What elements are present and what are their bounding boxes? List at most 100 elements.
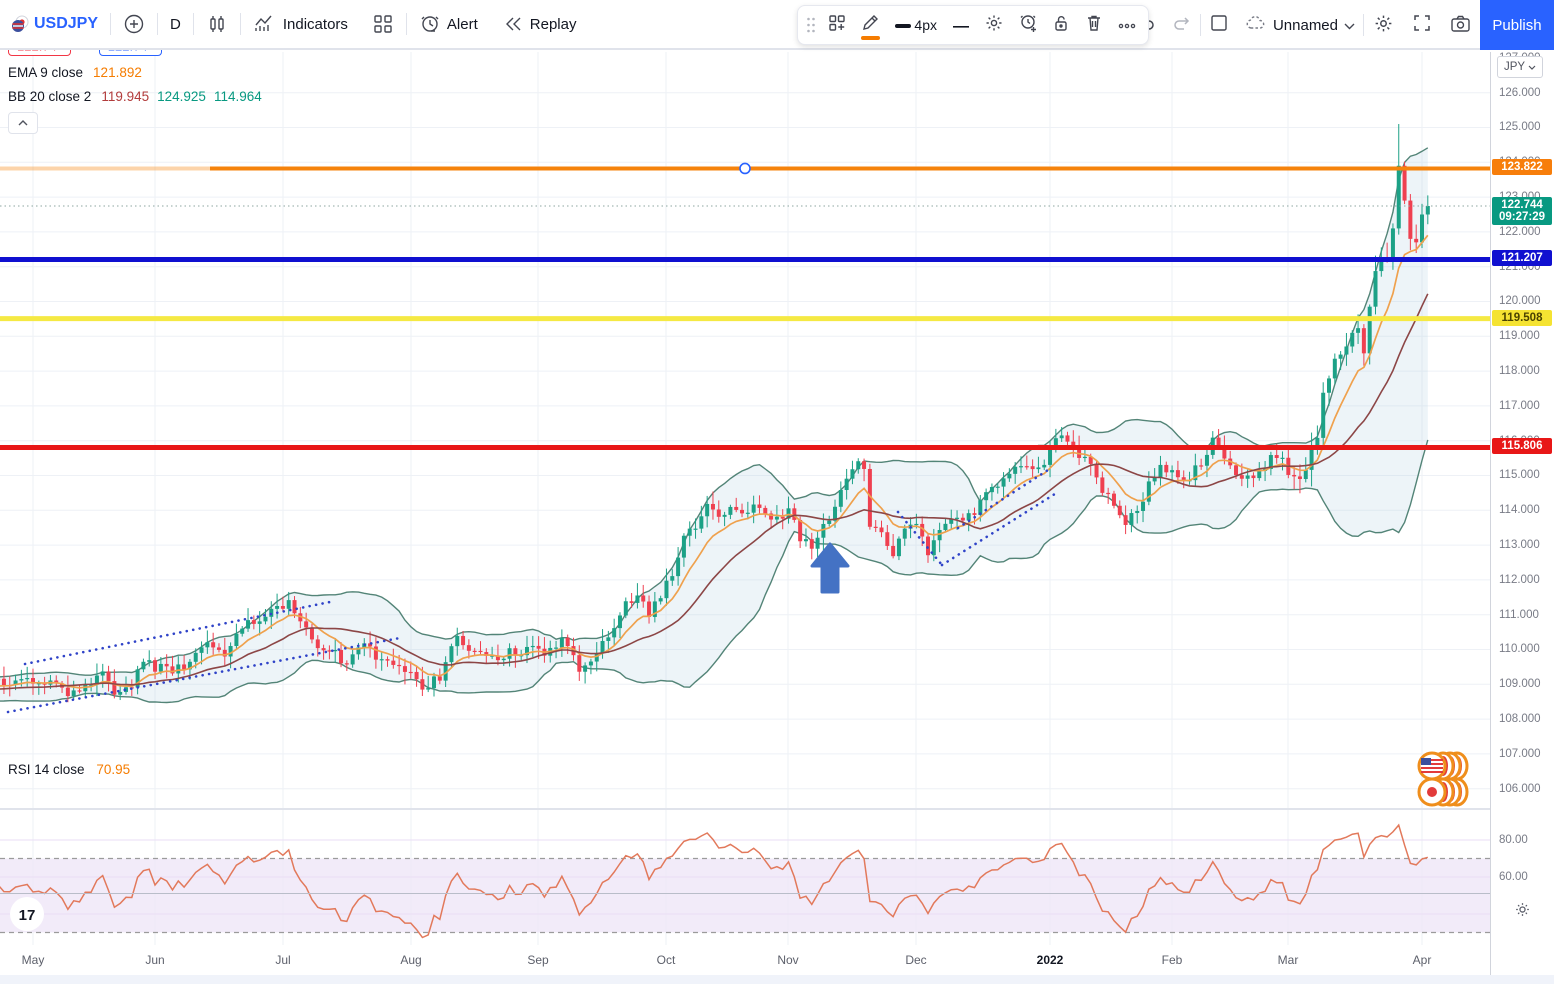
price-tick: 112.000 [1499, 573, 1540, 586]
more-options-button[interactable] [1111, 9, 1144, 41]
price-tick: 115.000 [1499, 469, 1540, 482]
bb-lower-value: 114.964 [213, 89, 262, 105]
currency-label: JPY [1503, 61, 1526, 73]
ema-legend-row[interactable]: EMA 9 close 121.892 [8, 65, 757, 80]
toolbar-separator [110, 13, 112, 35]
level-line-handle[interactable] [739, 162, 751, 175]
ema-line [0, 234, 1429, 689]
layout-select-button[interactable] [1201, 8, 1237, 42]
current-price-label[interactable]: 122.744 09:27:29 [1492, 197, 1552, 225]
symbol-flag-icon [10, 14, 30, 34]
fullscreen-button[interactable] [1403, 8, 1441, 42]
pane-divider[interactable] [0, 808, 1490, 810]
indicators-label: Indicators [282, 15, 348, 33]
time-axis-label: Oct [656, 953, 676, 967]
chevron-down-icon [1344, 17, 1355, 34]
level-price-label[interactable]: 115.806 [1492, 438, 1552, 455]
up-arrow-drawing[interactable] [810, 542, 850, 594]
chevron-up-icon [18, 120, 28, 126]
drag-handle[interactable] [802, 9, 820, 41]
bb-legend-row[interactable]: BB 20 close 2 119.945 124.925 114.964 [8, 89, 757, 104]
add-template-button[interactable] [820, 9, 853, 41]
symbol-add-button[interactable] [111, 7, 157, 41]
delete-button[interactable] [1077, 9, 1110, 41]
price-tick: 108.000 [1499, 713, 1541, 726]
interval-button[interactable]: D [158, 7, 193, 41]
line-width-label: 4px [914, 17, 937, 33]
alert-button[interactable]: Alert [407, 7, 490, 41]
ema-label: EMA 9 close [8, 65, 84, 81]
toolbar-separator [157, 13, 159, 35]
publish-button[interactable]: Publish [1480, 0, 1554, 50]
symbol-label: USDJPY [34, 15, 99, 32]
thin-line-icon [952, 16, 970, 34]
symbol-button[interactable]: USDJPY [30, 7, 110, 41]
rsi-pane[interactable]: 17 [0, 810, 1490, 945]
lock-button[interactable] [1044, 9, 1077, 41]
svg-text:17: 17 [19, 907, 36, 924]
top-toolbar: USDJPY D Indi [0, 0, 1554, 50]
price-axis[interactable]: JPY 127.000126.000125.000124.000123.0001… [1490, 52, 1554, 975]
level-price-label[interactable]: 123.822 [1492, 159, 1552, 176]
replay-button[interactable]: Replay [490, 7, 589, 41]
fullscreen-icon [1412, 13, 1432, 37]
redo-button[interactable] [1164, 8, 1200, 42]
currency-toggle-button[interactable]: JPY [1497, 56, 1543, 78]
chart-settings-button[interactable] [1364, 8, 1403, 42]
bb-basis-value: 119.945 [101, 89, 150, 105]
price-tick: 122.000 [1499, 225, 1541, 238]
coins-sticker[interactable] [1417, 751, 1469, 807]
bb-label: BB 20 close 2 [8, 89, 92, 105]
time-axis-label: Jun [145, 953, 165, 967]
price-tick: 110.000 [1499, 643, 1540, 656]
add-alert-button[interactable] [1011, 9, 1044, 41]
level-price-label[interactable]: 121.207 [1492, 250, 1552, 267]
toolbar-separator [405, 13, 407, 35]
price-tick: 120.000 [1499, 295, 1541, 308]
trash-icon [1085, 13, 1103, 38]
plus-circle-icon [123, 13, 145, 35]
toolbar-separator [239, 13, 241, 35]
layout-name-label: Unnamed [1272, 16, 1338, 34]
rsi-legend-row[interactable]: RSI 14 close 70.95 [8, 762, 130, 777]
time-axis[interactable]: May Jun Jul Aug Sep Oct Nov Dec 2022 Feb Mar Apr [0, 946, 1490, 976]
chevron-down-icon [1528, 65, 1536, 70]
gear-icon [1373, 13, 1394, 38]
publish-label: Publish [1492, 16, 1542, 34]
ema-value: 121.892 [93, 65, 142, 81]
draw-tool-button[interactable] [854, 9, 887, 41]
templates-button[interactable] [360, 7, 406, 41]
time-axis-label: Apr [1412, 953, 1432, 967]
snapshot-button[interactable] [1441, 8, 1480, 42]
time-axis-label: Feb [1161, 953, 1183, 967]
line-style-button[interactable] [944, 9, 977, 41]
main-price-pane[interactable] [0, 52, 1490, 808]
line-width-button[interactable]: 4px [887, 9, 944, 41]
redo-icon [1172, 14, 1192, 36]
time-axis-settings-button[interactable] [1491, 894, 1554, 924]
chart-style-button[interactable] [194, 7, 240, 41]
rsi-label: RSI 14 close [8, 762, 85, 777]
bb-fill [0, 147, 1428, 703]
indicators-icon [253, 13, 277, 35]
tradingview-logo [10, 897, 44, 931]
time-axis-label: Mar [1277, 953, 1299, 967]
rsi-value: 70.95 [96, 762, 131, 777]
trendline-drawings[interactable] [6, 468, 1060, 714]
indicators-button[interactable]: Indicators [241, 7, 360, 41]
replay-label: Replay [529, 15, 577, 33]
toolbar-separator [1363, 14, 1364, 36]
price-tick: 125.000 [1499, 121, 1541, 134]
gear-icon [1516, 902, 1529, 916]
bottom-strip [0, 975, 1554, 984]
candlestick-icon [206, 13, 228, 35]
drawing-settings-button[interactable] [978, 9, 1011, 41]
price-tick: 113.000 [1499, 539, 1540, 552]
cloud-icon [1245, 14, 1267, 36]
price-tick: 114.000 [1499, 504, 1540, 517]
level-price-label[interactable]: 119.508 [1492, 309, 1552, 326]
layout-name-button[interactable]: Unnamed [1237, 14, 1363, 36]
time-axis-border [0, 893, 1554, 894]
chart-region[interactable]: 17 May Jun Jul Aug Sep Oct Nov Dec 2022 Feb Mar Apr [0, 52, 1490, 976]
legend-collapse-button[interactable] [8, 112, 38, 135]
